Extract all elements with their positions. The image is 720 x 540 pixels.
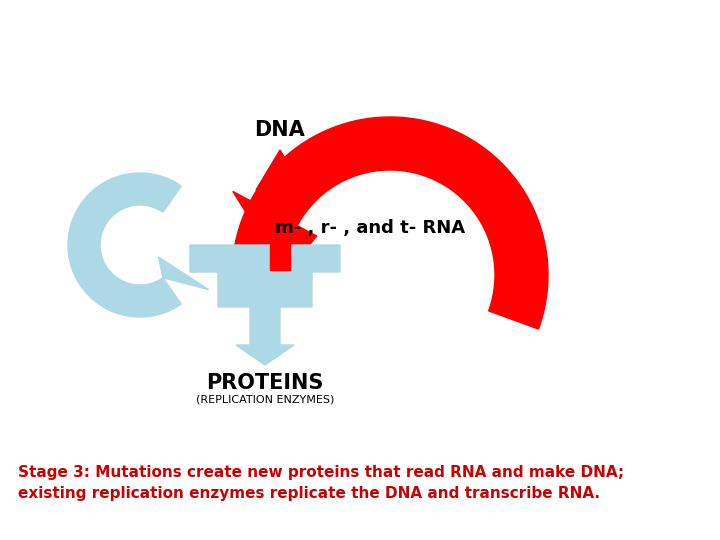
Polygon shape (256, 150, 304, 190)
Polygon shape (233, 192, 317, 275)
Polygon shape (232, 117, 548, 329)
Text: m- , r- , and t- RNA: m- , r- , and t- RNA (275, 219, 465, 237)
Text: DNA: DNA (255, 120, 305, 140)
Polygon shape (158, 257, 209, 289)
Polygon shape (190, 245, 340, 365)
Polygon shape (270, 190, 290, 270)
Polygon shape (68, 173, 181, 317)
Text: Stage 3: Mutations create new proteins that read RNA and make DNA;
existing repl: Stage 3: Mutations create new proteins t… (18, 465, 624, 501)
Text: (REPLICATION ENZYMES): (REPLICATION ENZYMES) (196, 395, 334, 405)
Text: PROTEINS: PROTEINS (207, 373, 324, 393)
